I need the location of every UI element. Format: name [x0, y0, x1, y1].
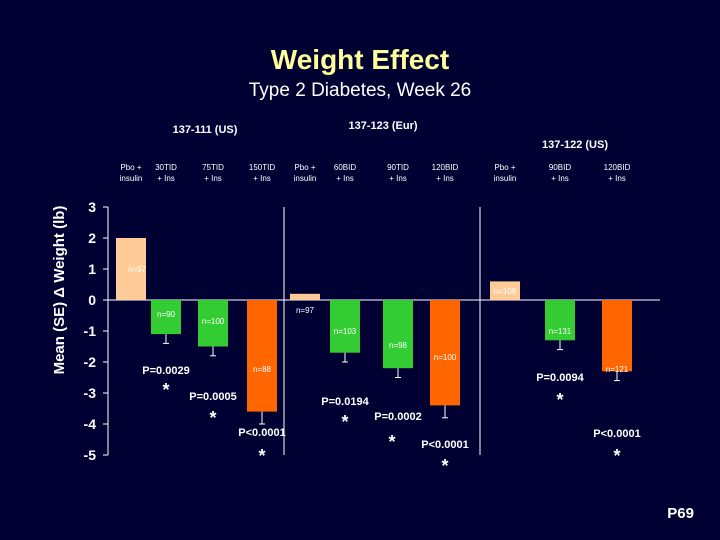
sample-size-label: n=98: [389, 341, 408, 350]
significance-star: *: [209, 408, 216, 428]
category-label-line1: 90BID: [549, 163, 571, 172]
p-value-label: P=0.0194: [321, 396, 369, 408]
category-label-line2: insulin: [294, 174, 317, 183]
significance-star: *: [613, 446, 620, 466]
p-value-label: P=0.0094: [536, 372, 584, 384]
bar-low_dose: [198, 300, 228, 347]
y-tick-label: -5: [84, 447, 97, 463]
y-tick-label: 0: [88, 292, 96, 308]
sample-size-label: n=108: [494, 287, 517, 296]
study-title: 137-122 (US): [542, 139, 608, 151]
category-label-line1: Pbo +: [120, 163, 141, 172]
sample-size-label: n=88: [253, 365, 272, 374]
sample-size-label: n=131: [549, 327, 572, 336]
bar-low_dose: [151, 300, 181, 335]
category-label-line1: 120BID: [604, 163, 631, 172]
y-tick-label: -3: [84, 385, 97, 401]
slide-title: Weight Effect: [270, 44, 450, 75]
sample-size-label: n=103: [334, 327, 357, 336]
sample-size-label: n=90: [157, 310, 176, 319]
p-value-label: P<0.0001: [593, 428, 640, 440]
p-value-label: P<0.0001: [238, 427, 285, 439]
bar-placebo: [290, 293, 320, 300]
p-value-label: P=0.0005: [189, 391, 236, 403]
category-label-line1: 90TID: [387, 163, 409, 172]
y-tick-label: 2: [88, 230, 96, 246]
sample-size-label: n=100: [202, 317, 225, 326]
bar-placebo: [116, 238, 146, 300]
category-label-line2: + Ins: [253, 174, 271, 183]
significance-star: *: [388, 432, 395, 452]
category-label-line1: 60BID: [334, 163, 356, 172]
p-value-label: P<0.0001: [421, 439, 468, 451]
bar-placebo: [490, 281, 520, 300]
category-label-line2: + Ins: [551, 174, 569, 183]
p-value-label: P=0.0002: [374, 411, 421, 423]
study-title: 137-111 (US): [173, 124, 238, 136]
slide-subtitle: Type 2 Diabetes, Week 26: [248, 80, 472, 101]
y-tick-label: -1: [84, 323, 97, 339]
category-label-line2: insulin: [494, 174, 517, 183]
category-label-line2: + Ins: [157, 174, 175, 183]
category-label-line1: Pbo +: [494, 163, 515, 172]
category-label-line2: + Ins: [336, 174, 354, 183]
bar-low_dose: [330, 300, 360, 353]
category-label-line2: + Ins: [389, 174, 407, 183]
y-tick-label: -4: [84, 416, 97, 432]
y-tick-label: -2: [84, 354, 97, 370]
category-label-line1: Pbo +: [294, 163, 315, 172]
category-label-line2: insulin: [120, 174, 143, 183]
category-label-line1: 120BID: [432, 163, 459, 172]
bar-low_dose: [383, 300, 413, 369]
sample-size-label: n=100: [434, 353, 457, 362]
y-tick-label: 1: [88, 261, 96, 277]
bar-high_dose: [247, 300, 277, 412]
significance-star: *: [162, 380, 169, 400]
category-label-line1: 75TID: [202, 163, 224, 172]
significance-star: *: [556, 390, 563, 410]
sample-size-label: n=121: [606, 365, 629, 374]
y-tick-label: 3: [88, 199, 96, 215]
bar-high_dose: [430, 300, 460, 406]
page-code: P69: [667, 505, 694, 522]
sample-size-label: n=97: [128, 265, 147, 274]
bar-low_dose: [545, 300, 575, 341]
significance-star: *: [441, 456, 448, 476]
p-value-label: P=0.0029: [142, 365, 189, 377]
significance-star: *: [258, 446, 265, 466]
sample-size-label: n=97: [296, 306, 315, 315]
category-label-line2: + Ins: [608, 174, 626, 183]
y-axis-label: Mean (SE) Δ Weight (lb): [51, 206, 68, 375]
category-label-line1: 150TID: [249, 163, 275, 172]
category-label-line2: + Ins: [436, 174, 454, 183]
category-label-line1: 30TID: [155, 163, 177, 172]
bar-high_dose: [602, 300, 632, 372]
category-label-line2: + Ins: [204, 174, 222, 183]
study-title: 137-123 (Eur): [348, 120, 417, 132]
significance-star: *: [341, 412, 348, 432]
